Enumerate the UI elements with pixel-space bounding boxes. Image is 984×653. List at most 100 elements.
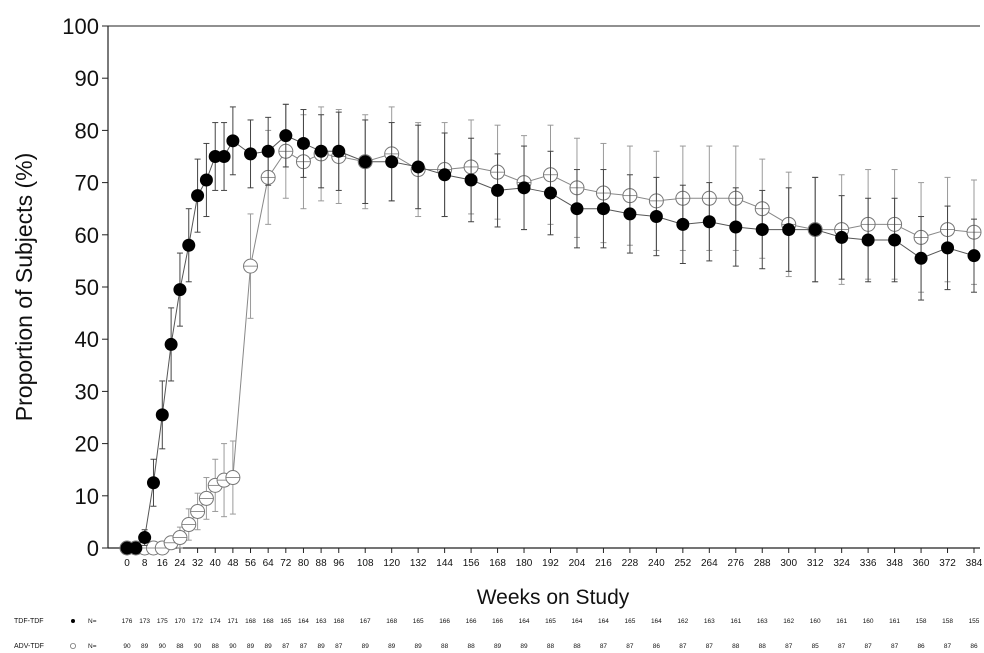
y-tick-label: 70 [75, 171, 99, 196]
n-value: 88 [547, 643, 555, 650]
data-point [226, 134, 240, 148]
x-tick-label: 120 [383, 558, 400, 569]
data-point [411, 160, 425, 174]
x-tick-label: 32 [192, 558, 204, 569]
x-tick-label: 252 [675, 558, 692, 569]
n-value: 89 [362, 643, 370, 650]
data-point [173, 283, 187, 297]
n-value: 163 [757, 618, 768, 625]
x-tick-label: 192 [542, 558, 559, 569]
n-value: 164 [598, 618, 609, 625]
data-point [835, 230, 849, 244]
legend-marker-open [70, 643, 77, 650]
x-tick-label: 348 [886, 558, 903, 569]
n-value: 168 [386, 618, 397, 625]
n-value: 162 [783, 618, 794, 625]
x-tick-label: 64 [263, 558, 275, 569]
n-value: 87 [335, 643, 343, 650]
n-value: 87 [865, 643, 873, 650]
x-tick-label: 8 [142, 558, 148, 569]
data-point [782, 223, 796, 237]
n-value: 175 [157, 618, 168, 625]
x-tick-label: 132 [410, 558, 427, 569]
n-value: 89 [317, 643, 325, 650]
n-value: 88 [467, 643, 475, 650]
series-layer [119, 103, 982, 556]
data-point [941, 241, 955, 255]
x-tick-label: 88 [316, 558, 328, 569]
x-tick-label: 240 [648, 558, 665, 569]
data-point [314, 144, 328, 158]
data-point [623, 207, 637, 221]
n-value: 166 [492, 618, 503, 625]
y-tick-label: 0 [87, 536, 99, 561]
n-label: N= [88, 618, 97, 625]
n-value: 88 [573, 643, 581, 650]
n-value: 173 [139, 618, 150, 625]
n-value: 89 [415, 643, 423, 650]
data-point [172, 530, 188, 546]
y-tick-label: 100 [62, 14, 99, 39]
n-value: 86 [653, 643, 661, 650]
n-value: 85 [812, 643, 820, 650]
data-point [155, 408, 169, 422]
data-point [244, 147, 258, 161]
y-tick-label: 30 [75, 379, 99, 404]
n-value: 172 [192, 618, 203, 625]
data-point [967, 249, 981, 263]
x-tick-label: 264 [701, 558, 718, 569]
n-value: 164 [651, 618, 662, 625]
data-point [649, 210, 663, 224]
n-value: 160 [863, 618, 874, 625]
n-value: 86 [970, 643, 978, 650]
x-tick-label: 312 [807, 558, 824, 569]
n-value: 176 [122, 618, 133, 625]
legend-marker-filled [71, 619, 75, 623]
data-point [755, 223, 769, 237]
n-value: 87 [300, 643, 308, 650]
n-row-label: TDF-TDF [14, 618, 44, 625]
x-ticks: 0 8 16 24 32 40 48 56 64 72 80 88 96 108 120 132 144 156 1… [124, 548, 983, 569]
n-value: 87 [679, 643, 687, 650]
x-tick-label: 72 [280, 558, 292, 569]
n-value: 89 [141, 643, 149, 650]
x-tick-label: 216 [595, 558, 612, 569]
n-value: 90 [159, 643, 167, 650]
n-value: 90 [123, 643, 131, 650]
data-point [729, 220, 743, 234]
n-value: 168 [333, 618, 344, 625]
data-point [129, 541, 143, 555]
data-point [198, 490, 214, 506]
x-tick-label: 144 [436, 558, 453, 569]
data-point [225, 470, 241, 486]
data-point [138, 531, 152, 545]
data-point [888, 233, 902, 247]
n-value: 87 [838, 643, 846, 650]
x-tick-label: 288 [754, 558, 771, 569]
data-point [164, 337, 178, 351]
n-label: N= [88, 643, 97, 650]
data-point [261, 144, 275, 158]
n-value: 88 [759, 643, 767, 650]
data-point [702, 215, 716, 229]
n-value: 168 [263, 618, 274, 625]
data-point [332, 144, 346, 158]
data-point [570, 202, 584, 216]
data-point [217, 150, 231, 163]
x-tick-label: 168 [489, 558, 506, 569]
n-value: 166 [466, 618, 477, 625]
y-tick-label: 90 [75, 66, 99, 91]
data-point [438, 168, 452, 182]
x-tick-label: 204 [569, 558, 586, 569]
n-value: 165 [280, 618, 291, 625]
n-value: 165 [413, 618, 424, 625]
data-point [676, 217, 690, 231]
data-point [279, 129, 293, 143]
x-tick-label: 180 [516, 558, 533, 569]
y-tick-label: 60 [75, 223, 99, 248]
x-tick-label: 336 [860, 558, 877, 569]
n-value: 90 [229, 643, 237, 650]
n-value: 158 [916, 618, 927, 625]
n-value: 155 [969, 618, 980, 625]
